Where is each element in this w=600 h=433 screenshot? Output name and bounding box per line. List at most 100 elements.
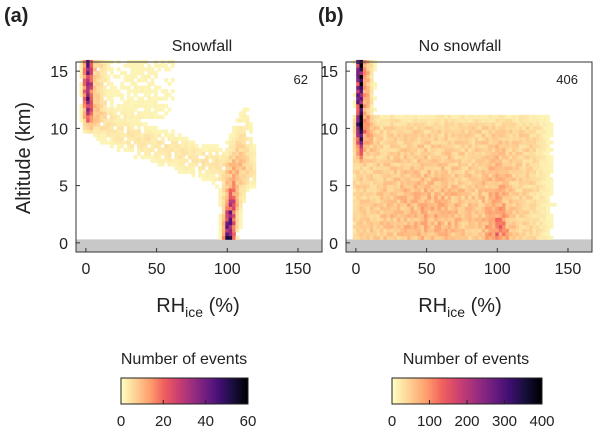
heatmap-cell	[495, 188, 500, 193]
heatmap-cell	[485, 136, 489, 141]
heatmap-cell	[393, 232, 398, 237]
heatmap-cell	[369, 199, 374, 204]
heatmap-cell	[498, 129, 503, 134]
heatmap-cell	[447, 122, 452, 127]
heatmap-cell	[542, 169, 547, 174]
heatmap-cell	[447, 129, 452, 134]
heatmap-cell	[410, 147, 415, 152]
heatmap-cell	[451, 191, 455, 196]
heatmap-cell	[451, 140, 455, 145]
heatmap-cell	[359, 177, 364, 182]
heatmap-cell	[481, 232, 486, 237]
heatmap-cell	[147, 96, 152, 101]
heatmap-cell	[383, 122, 388, 127]
heatmap-cell	[232, 232, 236, 237]
heatmap-cell	[249, 136, 253, 141]
heatmap-cell	[164, 96, 169, 101]
heatmap-cell	[447, 224, 452, 229]
heatmap-cell	[147, 100, 152, 105]
heatmap-cell	[403, 224, 408, 229]
heatmap-cell	[225, 177, 230, 182]
heatmap-cell	[366, 140, 371, 145]
heatmap-cell	[366, 63, 371, 68]
heatmap-cell	[86, 92, 90, 97]
heatmap-cell	[393, 133, 398, 138]
heatmap-cell	[215, 155, 219, 160]
heatmap-cell	[390, 147, 394, 152]
heatmap-cell	[532, 224, 537, 229]
heatmap-cell	[488, 221, 493, 226]
heatmap-cell	[519, 210, 523, 215]
colorbar-segment	[519, 378, 523, 404]
heatmap-cell	[522, 224, 527, 229]
heatmap-cell	[474, 129, 479, 134]
heatmap-cell	[157, 85, 162, 90]
heatmap-cell	[468, 195, 472, 200]
heatmap-cell	[539, 151, 544, 156]
heatmap-cell	[430, 129, 435, 134]
heatmap-cell	[369, 224, 374, 229]
heatmap-cell	[471, 118, 476, 123]
heatmap-cell	[123, 63, 128, 68]
heatmap-cell	[471, 114, 476, 119]
heatmap-cell	[96, 133, 101, 138]
heatmap-cell	[356, 224, 360, 229]
heatmap-cell	[383, 125, 388, 130]
heatmap-cell	[369, 70, 374, 75]
heatmap-cell	[515, 162, 520, 167]
heatmap-cell	[457, 151, 462, 156]
heatmap-cell	[478, 166, 483, 171]
heatmap-cell	[130, 125, 135, 130]
heatmap-cell	[461, 169, 466, 174]
heatmap-cell	[522, 129, 527, 134]
heatmap-cell	[461, 173, 466, 178]
heatmap-cell	[464, 232, 469, 237]
heatmap-cell	[505, 221, 510, 226]
heatmap-cell	[157, 158, 162, 163]
colorbar-segment	[454, 378, 458, 404]
heatmap-cell	[427, 180, 432, 185]
heatmap-cell	[232, 191, 236, 196]
heatmap-cell	[106, 96, 111, 101]
heatmap-cell	[208, 144, 213, 149]
heatmap-cell	[461, 114, 466, 119]
heatmap-cell	[386, 151, 391, 156]
heatmap-cell	[204, 173, 209, 178]
heatmap-cell	[366, 166, 371, 171]
heatmap-cell	[221, 199, 226, 204]
heatmap-cell	[454, 155, 459, 160]
heatmap-cell	[447, 114, 452, 119]
heatmap-cell	[126, 129, 131, 134]
heatmap-cell	[164, 158, 169, 163]
heatmap-cell	[502, 228, 506, 233]
heatmap-cell	[211, 169, 216, 174]
heatmap-cells	[79, 59, 257, 240]
heatmap-cell	[99, 129, 104, 134]
heatmap-cell	[539, 213, 544, 218]
colorbar-segment	[452, 378, 455, 404]
heatmap-cell	[359, 81, 364, 86]
colorbar-segment	[477, 378, 480, 404]
heatmap-cell	[143, 74, 148, 79]
heatmap-cell	[79, 118, 84, 123]
heatmap-cell	[542, 232, 547, 237]
heatmap-cell	[140, 100, 145, 105]
heatmap-cell	[103, 89, 107, 94]
y-tick-label: 15	[50, 64, 68, 81]
heatmap-cell	[154, 136, 158, 141]
heatmap-cell	[215, 147, 219, 152]
heatmap-cell	[552, 202, 557, 207]
heatmap-cell	[529, 191, 534, 196]
heatmap-cell	[427, 114, 432, 119]
heatmap-cell	[103, 118, 107, 123]
heatmap-cell	[488, 166, 493, 171]
heatmap-cell	[403, 140, 408, 145]
heatmap-cell	[225, 235, 230, 240]
heatmap-cell	[488, 125, 493, 130]
heatmap-cell	[471, 173, 476, 178]
heatmap-cell	[474, 144, 479, 149]
heatmap-cell	[512, 232, 517, 237]
x-tick-label: 0	[351, 261, 360, 278]
heatmap-cell	[113, 136, 118, 141]
heatmap-cell	[379, 188, 384, 193]
